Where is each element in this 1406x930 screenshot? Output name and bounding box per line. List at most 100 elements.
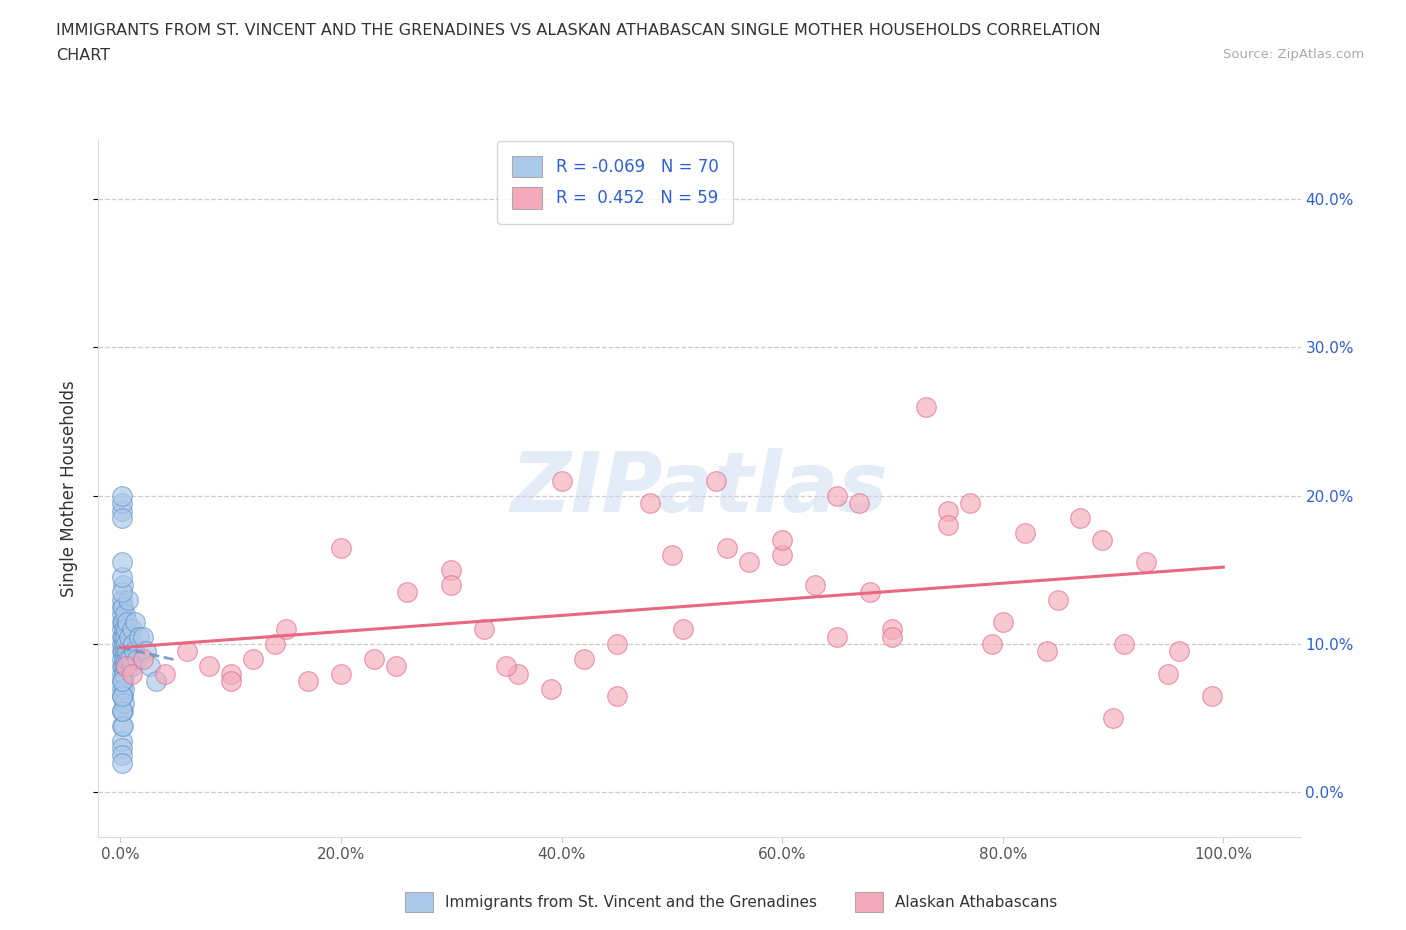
Point bbox=[110, 488, 132, 503]
Point bbox=[770, 533, 793, 548]
Point bbox=[1135, 555, 1157, 570]
Point bbox=[135, 644, 157, 659]
Point bbox=[110, 592, 132, 607]
Point bbox=[1102, 711, 1125, 725]
Point bbox=[661, 548, 683, 563]
Point bbox=[495, 658, 517, 673]
Point bbox=[1091, 533, 1114, 548]
Point bbox=[110, 681, 132, 696]
Point bbox=[131, 630, 153, 644]
Point bbox=[121, 622, 143, 637]
Point bbox=[1036, 644, 1059, 659]
Point bbox=[114, 630, 136, 644]
Point bbox=[139, 658, 162, 673]
Point bbox=[110, 630, 132, 644]
Point bbox=[385, 658, 408, 673]
Point bbox=[197, 658, 219, 673]
Point bbox=[704, 473, 727, 488]
Point bbox=[606, 688, 628, 703]
Point bbox=[363, 652, 385, 667]
Point bbox=[827, 630, 849, 644]
Point bbox=[115, 637, 138, 652]
Point bbox=[111, 688, 134, 703]
Point bbox=[848, 496, 870, 511]
Point bbox=[110, 555, 132, 570]
Point bbox=[112, 681, 135, 696]
Point bbox=[914, 399, 936, 414]
Point bbox=[770, 548, 793, 563]
Point bbox=[1014, 525, 1036, 540]
Point bbox=[1168, 644, 1191, 659]
Text: IMMIGRANTS FROM ST. VINCENT AND THE GRENADINES VS ALASKAN ATHABASCAN SINGLE MOTH: IMMIGRANTS FROM ST. VINCENT AND THE GREN… bbox=[56, 23, 1101, 38]
Point bbox=[120, 652, 142, 667]
Point bbox=[110, 644, 132, 659]
Point bbox=[122, 644, 145, 659]
Point bbox=[110, 666, 132, 681]
Point bbox=[176, 644, 198, 659]
Point bbox=[110, 748, 132, 763]
Point bbox=[111, 630, 134, 644]
Point bbox=[118, 630, 141, 644]
Point bbox=[274, 622, 297, 637]
Point bbox=[242, 652, 264, 667]
Point bbox=[330, 666, 353, 681]
Point bbox=[111, 703, 134, 718]
Point bbox=[110, 703, 132, 718]
Point bbox=[110, 688, 132, 703]
Point bbox=[959, 496, 981, 511]
Point bbox=[111, 615, 134, 630]
Point bbox=[145, 673, 167, 688]
Point bbox=[936, 503, 959, 518]
Point bbox=[121, 666, 143, 681]
Point bbox=[1046, 592, 1069, 607]
Point bbox=[110, 615, 132, 630]
Point bbox=[110, 703, 132, 718]
Point bbox=[110, 511, 132, 525]
Point bbox=[112, 637, 135, 652]
Point bbox=[440, 578, 463, 592]
Point bbox=[638, 496, 661, 511]
Point bbox=[111, 644, 134, 659]
Point bbox=[1069, 511, 1091, 525]
Point bbox=[131, 652, 153, 667]
Legend: R = -0.069   N = 70, R =  0.452   N = 59: R = -0.069 N = 70, R = 0.452 N = 59 bbox=[498, 140, 734, 224]
Point bbox=[128, 630, 150, 644]
Point bbox=[440, 563, 463, 578]
Point bbox=[297, 673, 319, 688]
Point bbox=[115, 615, 138, 630]
Point bbox=[114, 644, 136, 659]
Point bbox=[110, 718, 132, 733]
Point bbox=[110, 570, 132, 585]
Point bbox=[980, 637, 1002, 652]
Point bbox=[1157, 666, 1180, 681]
Point bbox=[572, 652, 595, 667]
Point bbox=[121, 658, 143, 673]
Point bbox=[827, 488, 849, 503]
Point bbox=[112, 696, 135, 711]
Point bbox=[110, 733, 132, 748]
Point bbox=[110, 637, 132, 652]
Text: ZIPatlas: ZIPatlas bbox=[510, 447, 889, 529]
Point bbox=[111, 718, 134, 733]
Point bbox=[115, 652, 138, 667]
Point bbox=[115, 658, 138, 673]
Point bbox=[1112, 637, 1135, 652]
Point bbox=[125, 652, 148, 667]
Point bbox=[219, 666, 242, 681]
Point bbox=[110, 585, 132, 600]
Point bbox=[117, 592, 139, 607]
Point bbox=[124, 615, 146, 630]
Point bbox=[474, 622, 496, 637]
Point bbox=[114, 607, 136, 622]
Point bbox=[936, 518, 959, 533]
Point bbox=[859, 585, 882, 600]
Point bbox=[114, 658, 136, 673]
Point bbox=[264, 637, 287, 652]
Point bbox=[606, 637, 628, 652]
Point bbox=[111, 578, 134, 592]
Point bbox=[110, 755, 132, 770]
Point bbox=[111, 673, 134, 688]
Y-axis label: Single Mother Households: Single Mother Households bbox=[59, 379, 77, 597]
Point bbox=[110, 688, 132, 703]
Point bbox=[117, 652, 139, 667]
